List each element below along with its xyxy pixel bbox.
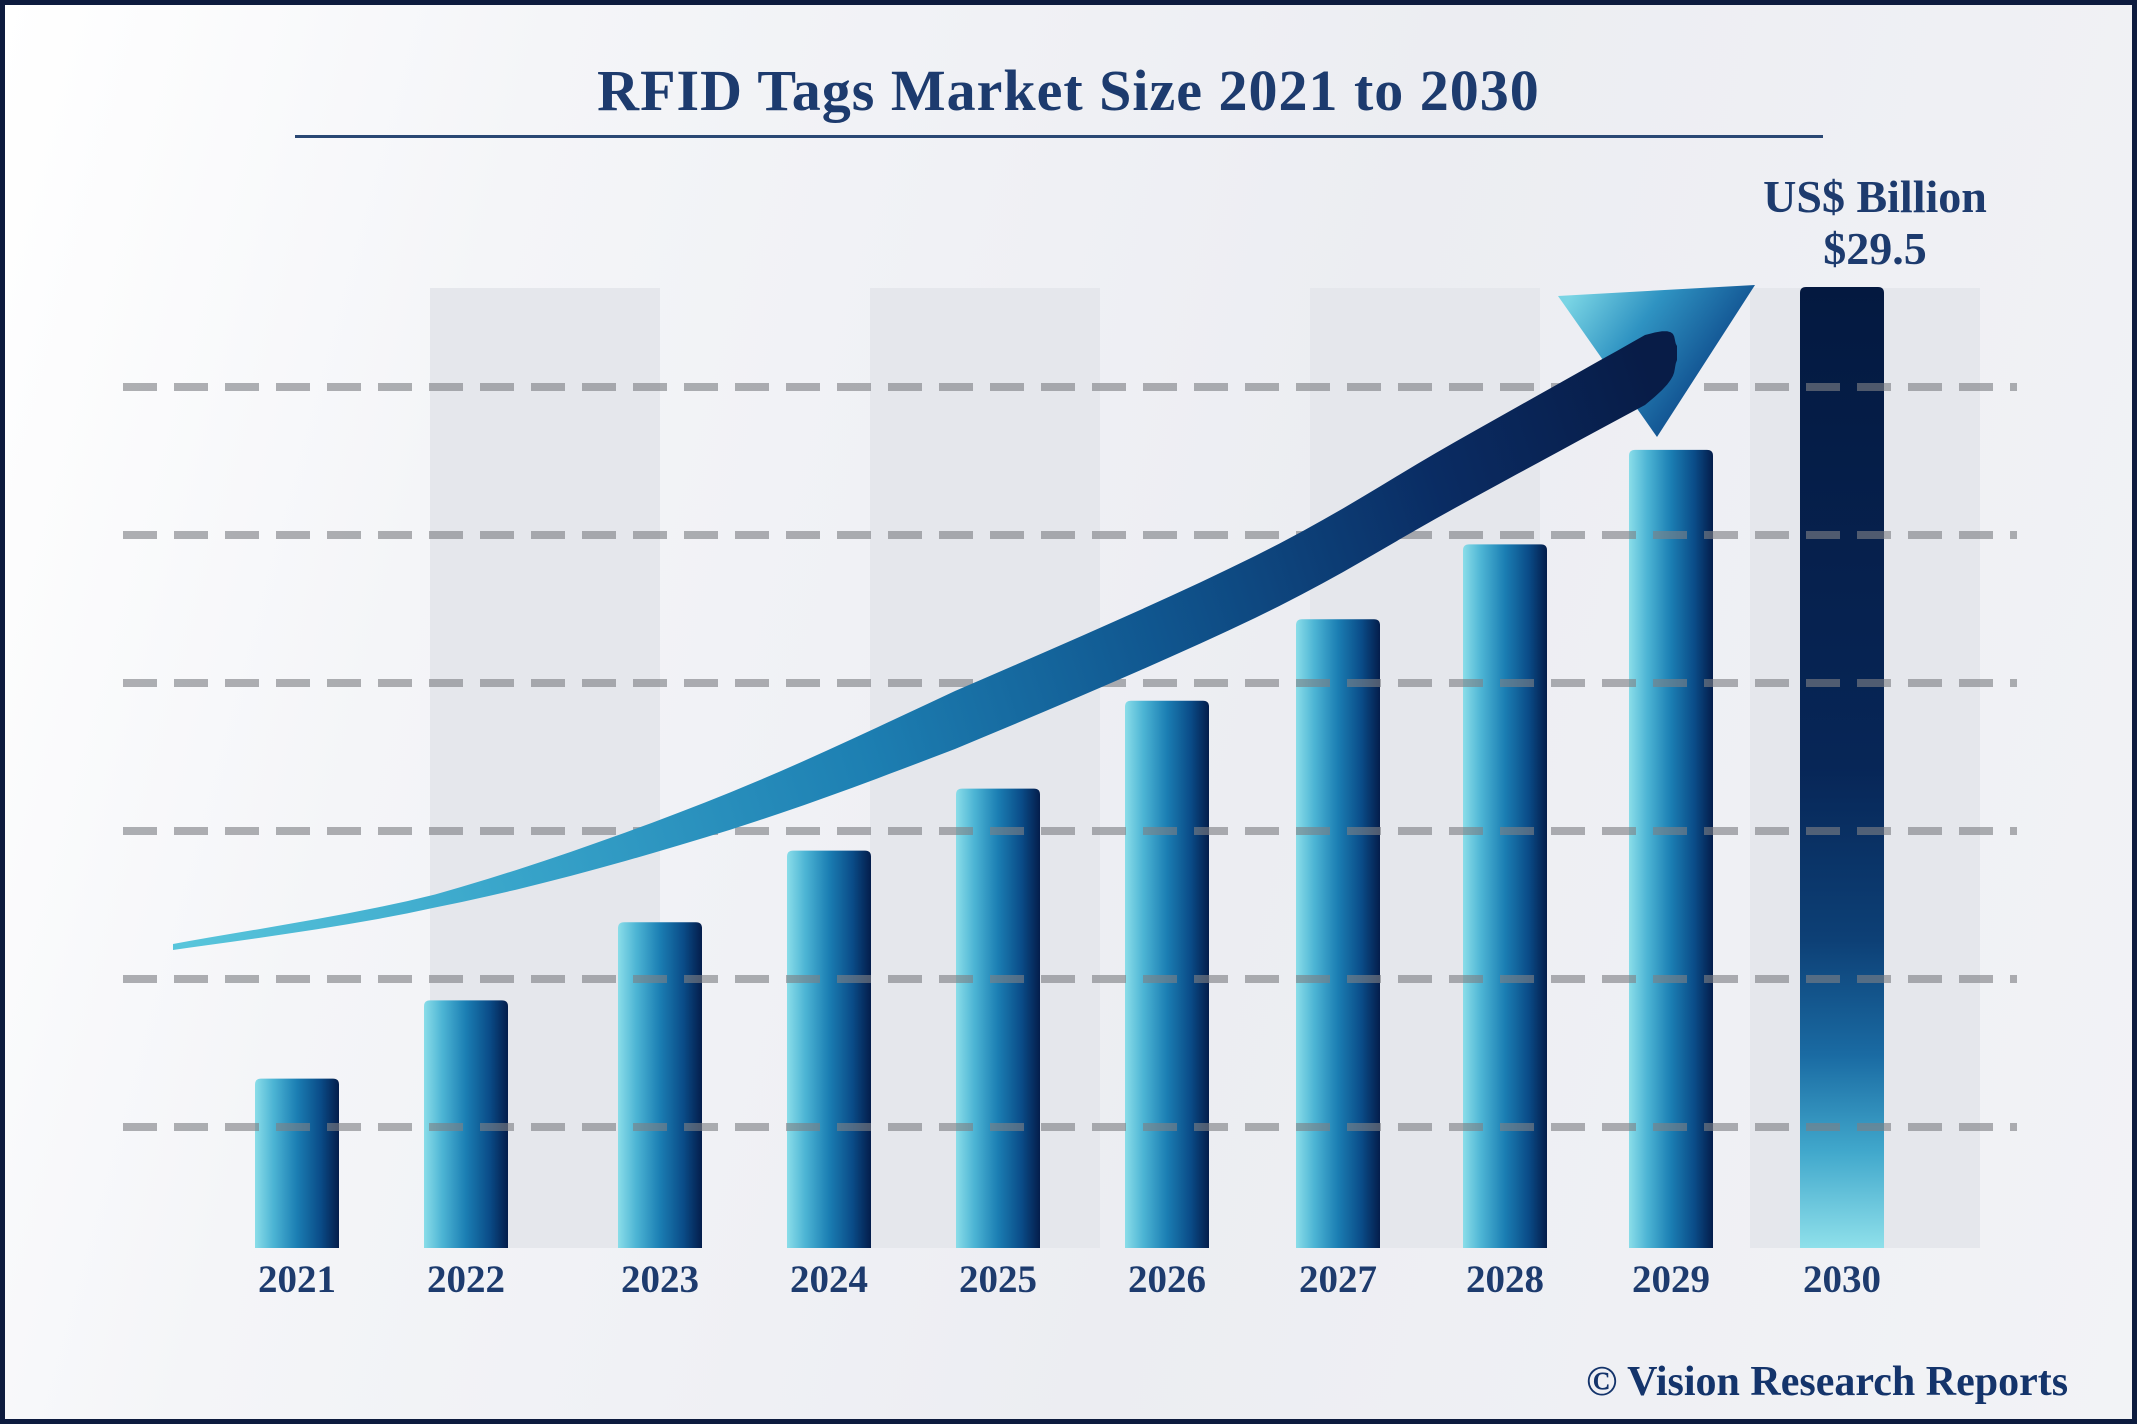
x-label-2022: 2022	[427, 1258, 505, 1301]
bars	[255, 287, 1884, 1248]
title-underline	[295, 135, 1823, 138]
x-label-2028: 2028	[1466, 1258, 1544, 1301]
x-label-2026: 2026	[1128, 1258, 1206, 1301]
bar-2025	[956, 788, 1040, 1248]
x-label-2024: 2024	[790, 1258, 868, 1301]
chart-canvas	[123, 285, 2017, 1248]
x-label-2030: 2030	[1803, 1258, 1881, 1301]
x-label-2029: 2029	[1632, 1258, 1710, 1301]
x-label-2025: 2025	[959, 1258, 1037, 1301]
bar-2027	[1296, 619, 1380, 1248]
bar-2029	[1629, 449, 1713, 1248]
bar-2026	[1125, 700, 1209, 1248]
x-label-2027: 2027	[1299, 1258, 1377, 1301]
bar-2022	[424, 1000, 508, 1248]
bar-2023	[618, 922, 702, 1248]
unit-label-text: US$ Billion	[1763, 171, 1987, 222]
bar-2024	[787, 850, 871, 1248]
value-2030-label: $29.5	[1823, 223, 1927, 274]
bar-2028	[1463, 544, 1547, 1248]
bar-2021	[255, 1078, 339, 1248]
x-label-2021: 2021	[258, 1258, 336, 1301]
bar-2030	[1800, 287, 1884, 1248]
watermark: © Vision Research Reports	[1585, 1359, 2069, 1405]
chart-title: RFID Tags Market Size 2021 to 2030	[597, 58, 1540, 123]
x-label-2023: 2023	[621, 1258, 699, 1301]
value-callout: US$ Billion $29.5	[1763, 171, 1987, 275]
